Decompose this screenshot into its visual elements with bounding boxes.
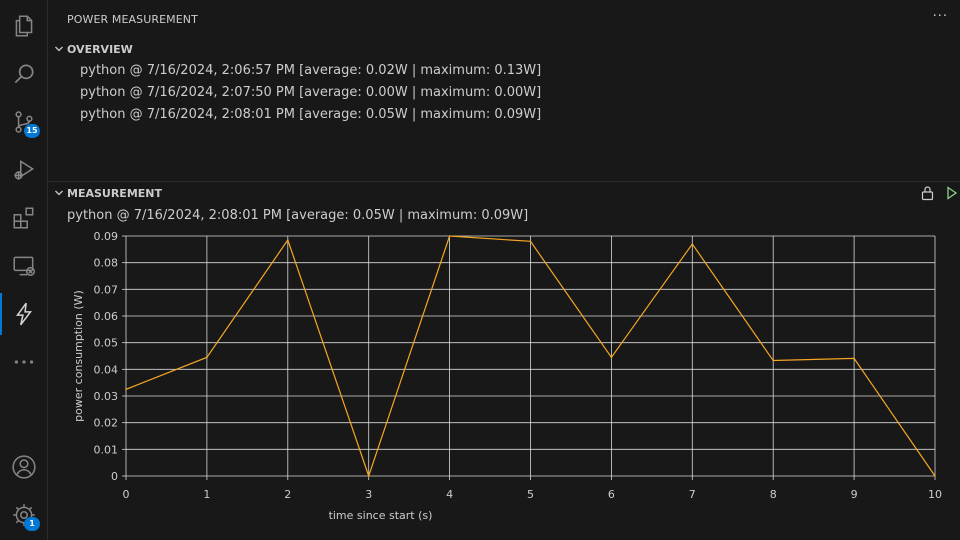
x-tick-label: 2 <box>284 488 291 501</box>
x-tick-label: 3 <box>365 488 372 501</box>
chevron-down-icon <box>55 190 63 196</box>
more-views-icon[interactable] <box>0 339 47 385</box>
accounts-icon[interactable] <box>0 444 47 490</box>
y-tick-label: 0.01 <box>94 443 119 456</box>
data-point <box>772 359 774 362</box>
x-tick-label: 1 <box>203 488 210 501</box>
data-point <box>125 388 127 391</box>
data-point <box>287 239 289 241</box>
activity-bar: 15 1 <box>0 0 48 540</box>
y-tick-label: 0.04 <box>94 363 119 376</box>
overview-section-header[interactable]: OVERVIEW <box>48 38 960 60</box>
x-axis-label: time since start (s) <box>329 509 433 522</box>
x-tick-label: 6 <box>608 488 615 501</box>
y-axis-label: power consumption (W) <box>72 290 85 422</box>
source-control-icon[interactable]: 15 <box>0 99 47 145</box>
chevron-down-icon <box>55 46 63 52</box>
data-point <box>367 475 370 477</box>
measurement-header-label: MEASUREMENT <box>67 186 162 200</box>
x-tick-label: 9 <box>851 488 858 501</box>
data-point <box>853 357 855 360</box>
x-tick-label: 7 <box>689 488 696 501</box>
search-icon[interactable] <box>0 51 47 97</box>
overview-item[interactable]: python @ 7/16/2024, 2:06:57 PM [average:… <box>80 63 542 78</box>
manage-gear-icon[interactable]: 1 <box>0 492 47 538</box>
y-tick-label: 0 <box>111 470 118 483</box>
y-tick-label: 0.03 <box>94 390 119 403</box>
y-tick-label: 0.02 <box>94 417 119 430</box>
x-tick-label: 4 <box>446 488 453 501</box>
y-tick-label: 0.09 <box>94 230 119 243</box>
run-debug-icon[interactable] <box>0 147 47 193</box>
overview-item[interactable]: python @ 7/16/2024, 2:08:01 PM [average:… <box>80 107 542 122</box>
measurement-title: python @ 7/16/2024, 2:08:01 PM [average:… <box>67 208 529 223</box>
y-tick-label: 0.05 <box>94 337 119 350</box>
y-tick-label: 0.06 <box>94 310 119 323</box>
accounts-badge: 1 <box>24 517 40 531</box>
extensions-icon[interactable] <box>0 195 47 241</box>
source-control-badge: 15 <box>24 124 40 138</box>
data-point <box>934 475 936 477</box>
x-tick-label: 10 <box>928 488 942 501</box>
data-point <box>529 240 532 243</box>
panel-title: POWER MEASUREMENT <box>67 13 198 26</box>
data-point <box>448 235 451 237</box>
x-tick-label: 5 <box>527 488 534 501</box>
x-tick-label: 0 <box>123 488 130 501</box>
section-divider <box>48 181 960 182</box>
remote-explorer-icon[interactable] <box>0 243 47 289</box>
explorer-icon[interactable] <box>0 3 47 49</box>
power-measurement-sidebar: POWER MEASUREMENT ··· OVERVIEW python @ … <box>48 0 960 540</box>
data-point <box>610 356 613 359</box>
data-point <box>206 356 208 359</box>
overview-item[interactable]: python @ 7/16/2024, 2:07:50 PM [average:… <box>80 85 542 100</box>
overview-header-label: OVERVIEW <box>67 42 133 56</box>
y-tick-label: 0.07 <box>94 283 119 296</box>
run-icon[interactable] <box>947 186 958 200</box>
x-tick-label: 8 <box>770 488 777 501</box>
data-point <box>691 243 694 245</box>
lock-icon[interactable] <box>921 186 934 201</box>
measurement-actions <box>921 186 958 201</box>
y-tick-label: 0.08 <box>94 257 119 270</box>
measurement-section-header[interactable]: MEASUREMENT <box>48 182 960 204</box>
more-actions-icon[interactable]: ··· <box>932 9 948 24</box>
power-measurement-icon[interactable] <box>0 291 47 337</box>
